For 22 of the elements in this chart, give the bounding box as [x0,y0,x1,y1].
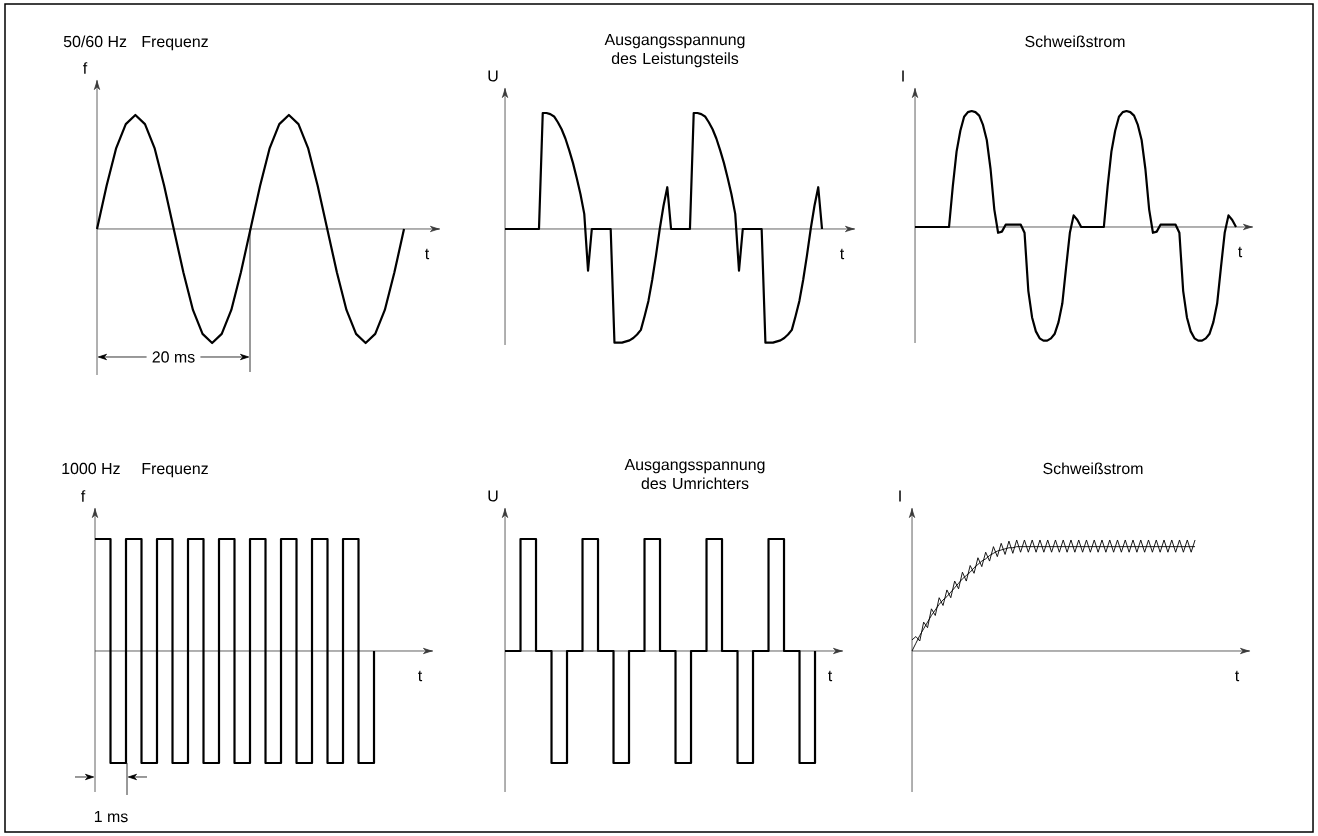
text: 1000 Hz [62,462,120,475]
y-axis-title: I [902,70,904,82]
y-axis-title: f [83,62,88,74]
x-axis-title: t [418,670,423,682]
chart-title: Ausgangsspannung des Leistungsteils [604,34,745,68]
chart-title: Schweißstrom [1025,35,1125,48]
y-axis-title: I [899,490,901,502]
y-axis-title: U [488,490,498,502]
x-axis-title: t [425,248,430,260]
y-axis-title: U [488,70,498,82]
chart-title: Ausgangsspannung des Umrichters [624,459,765,490]
text: 20 ms [152,351,195,363]
x-axis-title: t [1235,670,1240,682]
x-axis-title: t [828,670,833,682]
x-axis-title: t [1238,246,1243,258]
x-axis-title: t [840,248,845,260]
y-axis-title: f [81,490,86,502]
chart-title: Frequenz [142,463,208,478]
chart-title: Schweißstrom [1043,462,1143,475]
text: 50/60 Hz [63,35,127,48]
text: 1 ms [94,811,128,823]
chart-title: Frequenz [142,36,208,51]
